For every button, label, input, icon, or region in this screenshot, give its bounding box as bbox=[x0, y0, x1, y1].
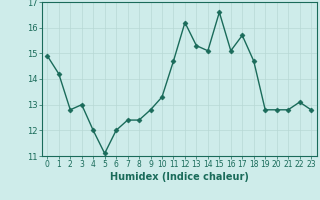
X-axis label: Humidex (Indice chaleur): Humidex (Indice chaleur) bbox=[110, 172, 249, 182]
